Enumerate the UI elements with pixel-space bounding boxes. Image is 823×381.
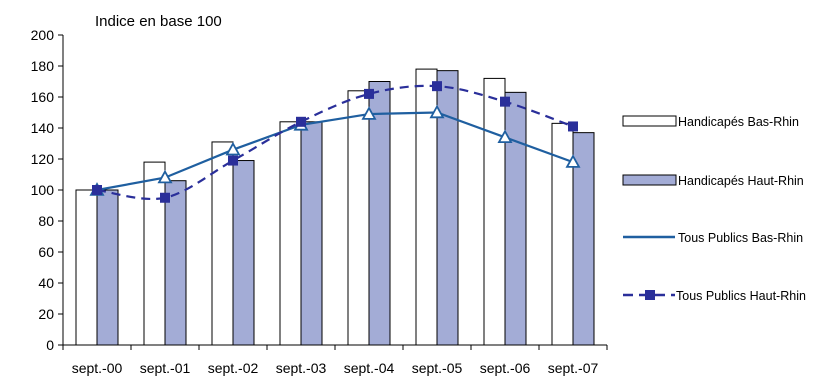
legend: Handicapés Bas-Rhin Handicapés Haut-Rhin T… <box>623 115 806 303</box>
y-tick-label: 140 <box>31 120 55 136</box>
legend-label-handicapes-bas-rhin: Handicapés Bas-Rhin <box>678 115 799 129</box>
point-tous-publics-haut-rhin <box>228 156 238 166</box>
y-tick-label: 200 <box>31 27 55 43</box>
bar-handicapes-bas-rhin <box>484 78 505 345</box>
point-tous-publics-haut-rhin <box>92 185 102 195</box>
x-tick-label: sept.-00 <box>72 360 123 376</box>
point-tous-publics-haut-rhin <box>364 89 374 99</box>
y-tick-label: 120 <box>31 151 55 167</box>
chart-subtitle: Indice en base 100 <box>95 13 222 30</box>
y-tick-label: 60 <box>38 244 54 260</box>
x-tick-label: sept.-01 <box>140 360 191 376</box>
legend-label-tous-publics-haut-rhin: Tous Publics Haut-Rhin <box>676 289 806 303</box>
bar-handicapes-haut-rhin <box>369 82 390 346</box>
x-tick-label: sept.-05 <box>412 360 463 376</box>
point-tous-publics-haut-rhin <box>296 117 306 127</box>
bar-handicapes-bas-rhin <box>280 122 301 345</box>
x-tick-label: sept.-06 <box>480 360 531 376</box>
y-tick-label: 100 <box>31 182 55 198</box>
y-tick-label: 20 <box>38 306 54 322</box>
y-tick-label: 80 <box>38 213 54 229</box>
bar-handicapes-haut-rhin <box>97 190 118 345</box>
legend-swatch-handicapes-bas-rhin <box>623 116 676 126</box>
bar-handicapes-bas-rhin <box>144 162 165 345</box>
point-tous-publics-haut-rhin <box>160 193 170 203</box>
y-tick-label: 40 <box>38 275 54 291</box>
x-tick-label: sept.-04 <box>344 360 395 376</box>
point-tous-publics-haut-rhin <box>568 121 578 131</box>
y-tick-label: 0 <box>46 337 54 353</box>
y-tick-label: 180 <box>31 58 55 74</box>
bar-handicapes-haut-rhin <box>233 161 254 345</box>
bar-handicapes-haut-rhin <box>165 181 186 345</box>
bar-handicapes-bas-rhin <box>76 190 97 345</box>
bar-handicapes-haut-rhin <box>505 92 526 345</box>
legend-label-tous-publics-bas-rhin: Tous Publics Bas-Rhin <box>678 231 803 245</box>
x-tick-label: sept.-03 <box>276 360 327 376</box>
x-tick-label: sept.-02 <box>208 360 259 376</box>
y-tick-label: 160 <box>31 89 55 105</box>
point-tous-publics-haut-rhin <box>500 97 510 107</box>
plot-area: 0 20 40 60 80 100 120 140 160 180 200 sept.-00 sept.… <box>31 27 607 376</box>
bar-handicapes-haut-rhin <box>301 122 322 345</box>
legend-swatch-handicapes-haut-rhin <box>623 175 676 185</box>
x-tick-label: sept.-07 <box>548 360 599 376</box>
point-tous-publics-haut-rhin <box>432 81 442 91</box>
legend-label-handicapes-haut-rhin: Handicapés Haut-Rhin <box>678 174 804 188</box>
bar-handicapes-bas-rhin <box>348 91 369 345</box>
legend-marker-tous-publics-haut-rhin <box>645 290 655 300</box>
